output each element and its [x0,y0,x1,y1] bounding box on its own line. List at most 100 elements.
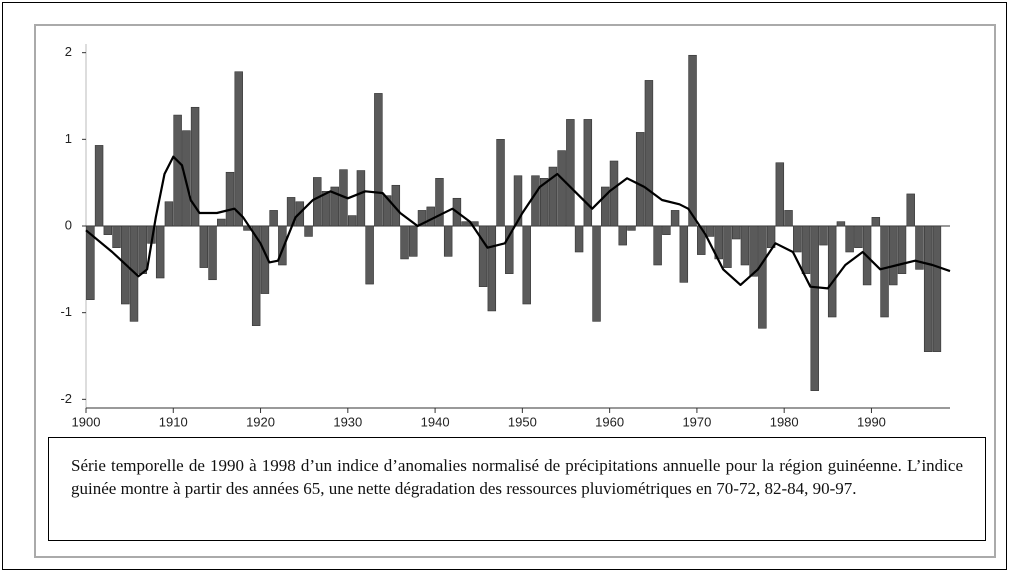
bar [400,225,409,260]
bar [784,210,793,227]
bar [417,210,427,227]
bar [906,193,915,227]
bar [810,225,819,391]
bar [801,225,811,274]
bar [391,184,401,227]
bar [234,71,243,227]
bar [793,225,802,253]
caption: Série temporelle de 1990 à 1998 d’un ind… [48,437,986,541]
bar [347,215,357,227]
bar [461,221,470,227]
bar [819,225,828,246]
x-tick-label: 1950 [508,414,537,429]
bar [548,166,558,227]
bar [688,54,697,227]
bar [923,225,933,352]
bar [539,178,549,227]
bar [775,162,785,227]
bar [740,225,750,266]
bar [356,170,366,227]
bar [505,225,514,274]
bar [199,225,209,268]
bar [487,225,497,312]
x-tick-label: 1900 [72,414,101,429]
bar [627,225,636,231]
bar [592,225,601,322]
smoothed-line [85,155,951,290]
bar [278,225,287,266]
bar [932,225,942,352]
bar [583,119,593,227]
bar [531,175,540,227]
bar [365,225,374,285]
bar [766,225,776,248]
bar [155,225,165,279]
bar [138,225,147,274]
bar [679,225,689,283]
x-tick-label: 1990 [857,414,886,429]
figure-frame [34,24,996,558]
bar [86,225,95,300]
bar [190,106,200,227]
bar [330,186,339,227]
bar [758,225,767,329]
bar [304,225,313,237]
bar [723,225,732,268]
bar [836,221,846,227]
bar [374,93,383,227]
bar [644,80,654,227]
bar [670,210,680,227]
bar [749,225,758,277]
bar [574,225,584,253]
bar [618,225,627,246]
bar [731,225,741,240]
y-tick-label: 0 [65,217,72,232]
bar [435,178,444,227]
bar [513,175,523,227]
bar [217,218,226,227]
y-tick-label: 1 [65,131,72,146]
bar [382,195,392,227]
bar [103,225,113,235]
bar [94,145,104,227]
bar [112,225,121,248]
bar [827,225,837,318]
x-tick-label: 1980 [770,414,799,429]
bar [269,210,278,227]
bar [225,171,235,227]
bar [321,191,331,227]
bar [662,225,671,235]
bar [871,217,881,227]
bar [889,225,898,286]
bar [164,201,174,227]
bar [880,225,889,318]
bar [443,225,453,257]
bar [635,132,645,227]
bar [854,225,863,248]
bar [522,225,531,305]
x-tick-label: 1910 [159,414,188,429]
bar [566,119,575,227]
bar [897,225,907,274]
bar [697,225,706,255]
bar [557,150,566,227]
bar [609,160,619,227]
x-tick-label: 1930 [333,414,362,429]
x-tick-label: 1970 [682,414,711,429]
x-tick-label: 1960 [595,414,624,429]
bar [653,225,662,266]
bar [426,206,435,227]
bar [173,114,182,227]
x-tick-label: 1920 [246,414,275,429]
bar [705,225,715,237]
y-tick-label: 2 [65,44,72,59]
bar [496,139,505,227]
bar [409,225,418,257]
bar [208,225,217,281]
bar [601,186,610,227]
y-tick-label: -2 [60,391,72,406]
bar [915,225,924,270]
bar [251,225,261,326]
